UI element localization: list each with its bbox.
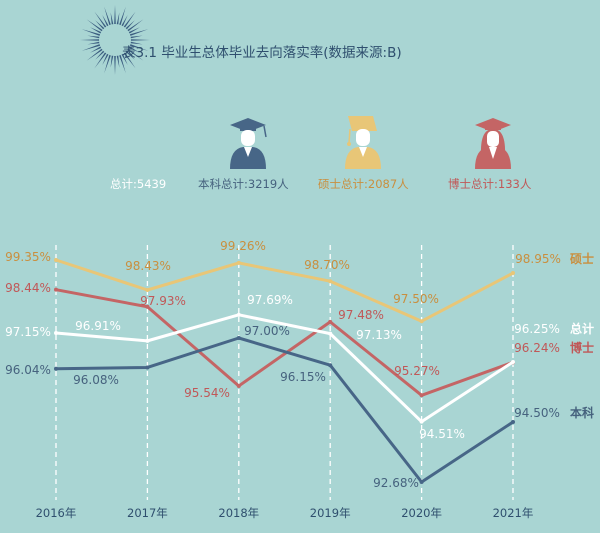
data-point-bachelor bbox=[419, 480, 424, 484]
value-label-bachelor: 96.15% bbox=[280, 370, 326, 384]
value-label-doctor: 96.24% bbox=[514, 341, 560, 355]
x-tick-label: 2020年 bbox=[401, 506, 442, 520]
data-point-master bbox=[145, 288, 150, 292]
value-label-total: 97.69% bbox=[247, 293, 293, 307]
data-point-total bbox=[419, 419, 424, 424]
series-name-total: 总计 bbox=[570, 321, 594, 336]
x-tick-label: 2017年 bbox=[127, 506, 168, 520]
sunburst-icon bbox=[80, 5, 150, 75]
value-label-doctor: 97.48% bbox=[338, 308, 384, 322]
data-point-master bbox=[328, 279, 333, 284]
x-tick-label: 2018年 bbox=[218, 506, 259, 520]
data-point-master bbox=[54, 258, 58, 262]
value-label-bachelor: 94.50% bbox=[514, 406, 560, 420]
legend-bachelor-label: 本科总计:3219人 bbox=[198, 177, 289, 191]
value-label-doctor: 98.44% bbox=[5, 281, 51, 295]
master-graduate-icon bbox=[345, 116, 381, 169]
series-line-doctor bbox=[54, 288, 515, 397]
value-label-bachelor: 92.68% bbox=[373, 476, 419, 490]
x-tick-label: 2016年 bbox=[36, 506, 77, 520]
legend-total-label: 总计:5439 bbox=[110, 177, 166, 191]
value-label-doctor: 95.54% bbox=[184, 386, 230, 400]
data-point-bachelor bbox=[328, 363, 333, 368]
series-line-bachelor bbox=[54, 336, 515, 484]
series-lines bbox=[54, 258, 515, 484]
data-point-master bbox=[511, 271, 515, 276]
data-point-total bbox=[145, 338, 150, 343]
value-label-doctor: 97.93% bbox=[140, 294, 186, 308]
legend-master-label: 硕士总计:2087人 bbox=[318, 177, 409, 191]
value-label-total: 96.91% bbox=[75, 319, 121, 333]
legend-doctor-label: 博士总计:133人 bbox=[448, 177, 532, 191]
data-point-doctor bbox=[328, 319, 333, 324]
data-point-doctor bbox=[145, 304, 150, 309]
x-tick-label: 2021年 bbox=[493, 506, 534, 520]
value-label-master: 98.43% bbox=[125, 259, 171, 273]
value-label-master: 98.95% bbox=[515, 252, 561, 266]
value-label-bachelor: 96.04% bbox=[5, 363, 51, 377]
data-point-doctor bbox=[419, 393, 424, 398]
value-label-total: 97.15% bbox=[5, 325, 51, 339]
series-name-bachelor: 本科 bbox=[570, 405, 594, 420]
value-label-master: 98.70% bbox=[304, 258, 350, 272]
data-point-bachelor bbox=[54, 366, 58, 371]
series-line-total bbox=[54, 313, 515, 424]
x-axis: 2016年 2017年 2018年 2019年 2020年 2021年 bbox=[36, 506, 534, 520]
data-point-bachelor bbox=[236, 336, 241, 340]
gridlines bbox=[55, 245, 514, 500]
chart-title: 表3.1 毕业生总体毕业去向落实率(数据来源:B) bbox=[122, 44, 402, 61]
data-point-master bbox=[236, 260, 241, 265]
value-label-total: 94.51% bbox=[419, 427, 465, 441]
x-tick-label: 2019年 bbox=[310, 506, 351, 520]
value-labels: 99.35% 98.43% 99.26% 98.70% 97.50% 98.95% 98.4… bbox=[5, 239, 561, 490]
value-label-total: 96.25% bbox=[514, 322, 560, 336]
data-point-doctor bbox=[236, 383, 241, 388]
series-name-doctor: 博士 bbox=[570, 340, 594, 355]
data-point-total bbox=[236, 312, 241, 317]
data-point-master bbox=[419, 319, 424, 324]
series-line-master bbox=[54, 258, 515, 323]
value-label-bachelor: 97.00% bbox=[244, 324, 290, 338]
data-point-bachelor bbox=[145, 365, 150, 370]
series-name-master: 硕士 bbox=[570, 251, 594, 266]
data-point-total bbox=[511, 360, 515, 364]
data-point-total bbox=[54, 330, 58, 335]
value-label-master: 97.50% bbox=[393, 292, 439, 306]
value-label-total: 97.13% bbox=[356, 328, 402, 342]
doctor-graduate-icon bbox=[475, 118, 511, 169]
data-point-doctor bbox=[54, 287, 58, 292]
bachelor-graduate-icon bbox=[230, 118, 267, 169]
data-point-total bbox=[328, 331, 333, 336]
value-label-doctor: 95.27% bbox=[394, 364, 440, 378]
value-label-master: 99.35% bbox=[5, 250, 51, 264]
value-label-bachelor: 96.08% bbox=[73, 373, 119, 387]
value-label-master: 99.26% bbox=[220, 239, 266, 253]
data-point-bachelor bbox=[511, 420, 515, 424]
